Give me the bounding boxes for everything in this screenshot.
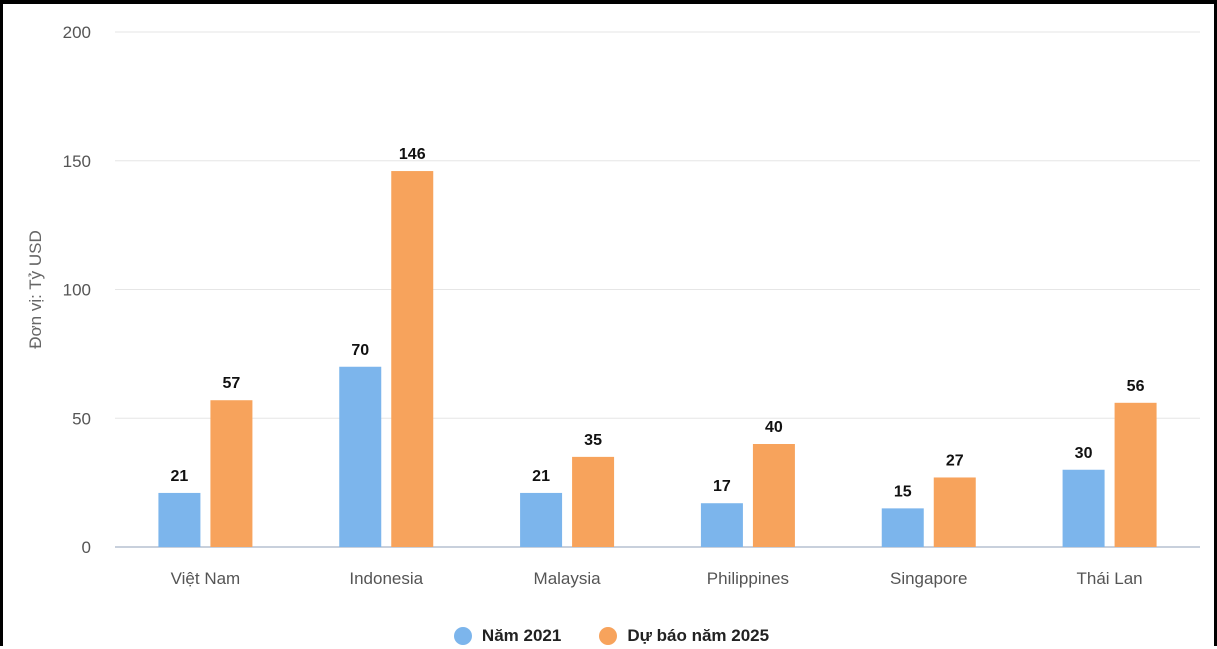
bar-chart: 0 50 100 150 200 21 57 70 146 21 35 17 40 15 27 30 56 V… xyxy=(26,23,1200,588)
data-label: 35 xyxy=(584,432,602,449)
bar-nam-2021 xyxy=(339,366,382,547)
y-axis-ticks: 0 50 100 150 200 xyxy=(63,23,91,557)
legend: Năm 2021 Dự báo năm 2025 xyxy=(3,623,1217,649)
data-label: 70 xyxy=(351,342,369,359)
bar-nam-2021 xyxy=(700,503,743,547)
y-tick-label: 100 xyxy=(63,281,91,300)
data-label: 17 xyxy=(713,478,731,495)
y-tick-label: 150 xyxy=(63,152,91,171)
y-axis-title: Đơn vị: Tỷ USD xyxy=(26,230,45,349)
legend-label: Năm 2021 xyxy=(481,626,562,645)
bars xyxy=(158,171,1157,548)
bar-du-bao-2025 xyxy=(210,400,253,547)
x-category-label: Philippines xyxy=(707,569,789,588)
data-label: 56 xyxy=(1127,378,1145,395)
bar-nam-2021 xyxy=(520,492,563,547)
data-label: 30 xyxy=(1075,445,1093,462)
legend-item[interactable]: Năm 2021 xyxy=(453,626,562,646)
legend-marker xyxy=(599,627,618,645)
bar-du-bao-2025 xyxy=(391,171,434,548)
x-category-label: Việt Nam xyxy=(171,569,241,588)
data-label: 27 xyxy=(946,452,964,469)
legend-item[interactable]: Dự báo năm 2025 xyxy=(599,626,769,646)
legend-label: Dự báo năm 2025 xyxy=(627,626,770,645)
data-labels: 21 57 70 146 21 35 17 40 15 27 30 56 xyxy=(171,146,1145,500)
x-axis-categories: Việt Nam Indonesia Malaysia Philippines Sing… xyxy=(171,569,1143,588)
bar-nam-2021 xyxy=(881,508,924,547)
data-label: 21 xyxy=(171,468,189,485)
legend-marker xyxy=(453,627,472,645)
data-label: 21 xyxy=(532,468,550,485)
bar-du-bao-2025 xyxy=(752,444,795,547)
data-label: 40 xyxy=(765,419,783,436)
bar-du-bao-2025 xyxy=(1114,402,1157,547)
data-label: 15 xyxy=(894,483,912,500)
y-tick-label: 200 xyxy=(63,23,91,42)
x-category-label: Malaysia xyxy=(534,569,602,588)
x-category-label: Singapore xyxy=(890,569,968,588)
data-label: 57 xyxy=(223,375,241,392)
data-label: 146 xyxy=(399,146,426,163)
y-tick-label: 50 xyxy=(72,409,91,428)
bar-nam-2021 xyxy=(1062,469,1105,547)
x-category-label: Indonesia xyxy=(349,569,423,588)
bar-du-bao-2025 xyxy=(933,477,976,547)
bar-nam-2021 xyxy=(158,492,201,547)
bar-du-bao-2025 xyxy=(572,456,615,547)
gridlines xyxy=(115,31,1200,548)
y-tick-label: 0 xyxy=(82,538,91,557)
x-category-label: Thái Lan xyxy=(1076,569,1142,588)
